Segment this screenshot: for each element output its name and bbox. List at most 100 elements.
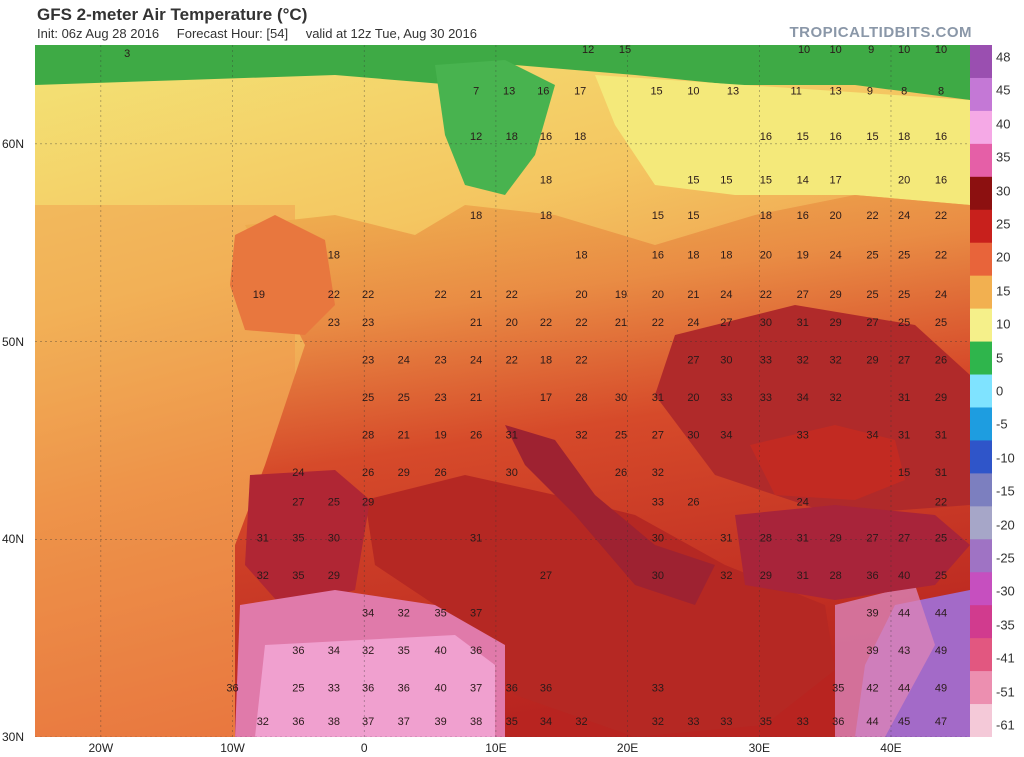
temperature-value: 33 <box>797 716 809 728</box>
temperature-value: 24 <box>830 250 842 262</box>
temperature-value: 25 <box>398 392 410 404</box>
latitude-label: 50N <box>2 334 25 349</box>
latitude-label: 30N <box>2 730 25 744</box>
temperature-value: 36 <box>540 683 552 695</box>
temperature-value: 10 <box>687 85 699 97</box>
temperature-value: 20 <box>652 289 664 301</box>
temperature-value: 39 <box>866 645 878 657</box>
temperature-value: 31 <box>898 392 910 404</box>
temperature-value: 31 <box>506 429 518 441</box>
temperature-value: 18 <box>328 250 340 262</box>
temperature-value: 35 <box>434 607 446 619</box>
temperature-value: 35 <box>292 532 304 544</box>
temperature-value: 36 <box>506 683 518 695</box>
temperature-value: 33 <box>687 716 699 728</box>
temperature-value: 10 <box>898 45 910 56</box>
temperature-value: 44 <box>935 607 947 619</box>
temperature-value: 30 <box>652 570 664 582</box>
temperature-value: 36 <box>292 645 304 657</box>
temperature-value: 27 <box>866 532 878 544</box>
temperature-value: 31 <box>720 532 732 544</box>
temperature-value: 16 <box>540 131 552 143</box>
temperature-value: 22 <box>935 497 947 509</box>
latitude-label: 40N <box>2 532 25 547</box>
temperature-value: 19 <box>615 289 627 301</box>
temperature-map: 3 12 15 10 10 9 10 10 7 13 16 17 15 10 13 11 13 9 8 8 12 18 16… <box>35 45 970 737</box>
temperature-value: 39 <box>434 716 446 728</box>
temperature-value: 18 <box>470 210 482 222</box>
temperature-value: 36 <box>292 716 304 728</box>
temperature-value: 26 <box>362 467 374 479</box>
temperature-value: 36 <box>832 716 844 728</box>
colorbar-label: 15 <box>996 283 1011 299</box>
colorbar-segment <box>970 374 992 408</box>
temperature-value: 15 <box>650 85 662 97</box>
temperature-value: 9 <box>868 45 874 56</box>
colorbar-label: -41 <box>996 650 1015 666</box>
temperature-value: 29 <box>328 570 340 582</box>
temperature-value: 32 <box>257 570 269 582</box>
colorbar-segment <box>970 45 992 79</box>
colorbar-label: -15 <box>996 483 1015 499</box>
temperature-value: 28 <box>362 429 374 441</box>
iberia-land <box>245 470 370 610</box>
temperature-value: 15 <box>760 174 772 186</box>
colorbar-label: 40 <box>996 116 1011 132</box>
colorbar-segment <box>970 572 992 606</box>
colorbar-segment <box>970 638 992 672</box>
temperature-value: 33 <box>760 392 772 404</box>
temperature-value: 15 <box>898 467 910 479</box>
temperature-value: 23 <box>434 354 446 366</box>
colorbar-label: -5 <box>996 416 1008 432</box>
temperature-value: 32 <box>362 645 374 657</box>
temperature-value: 45 <box>898 716 910 728</box>
temperature-value: 25 <box>898 250 910 262</box>
colorbar-segment <box>970 473 992 507</box>
temperature-value: 44 <box>898 607 910 619</box>
longitude-label: 20W <box>88 741 114 755</box>
temperature-value: 15 <box>797 131 809 143</box>
temperature-value: 18 <box>760 210 772 222</box>
colorbar-label: 48 <box>996 49 1011 65</box>
temperature-value: 21 <box>470 289 482 301</box>
temperature-value: 32 <box>575 716 587 728</box>
temperature-value: 24 <box>398 354 410 366</box>
temperature-value: 15 <box>687 210 699 222</box>
longitude-label: 30E <box>748 741 770 755</box>
colorbar-label: -35 <box>996 617 1015 633</box>
temperature-value: 26 <box>434 467 446 479</box>
temperature-value: 22 <box>575 317 587 329</box>
colorbar-label: -61 <box>996 717 1015 733</box>
temperature-value: 29 <box>398 467 410 479</box>
temperature-value: 27 <box>540 570 552 582</box>
colorbar-segment <box>970 308 992 343</box>
colorbar-label: 0 <box>996 383 1004 399</box>
temperature-value: 34 <box>720 429 732 441</box>
temperature-value: 23 <box>434 392 446 404</box>
temperature-value: 13 <box>830 85 842 97</box>
temperature-value: 22 <box>652 317 664 329</box>
temperature-value: 36 <box>398 683 410 695</box>
temperature-value: 29 <box>935 392 947 404</box>
temperature-value: 24 <box>720 289 732 301</box>
temperature-value: 32 <box>797 354 809 366</box>
temperature-value: 34 <box>328 645 340 657</box>
longitude-label: 20E <box>616 741 639 755</box>
temperature-value: 26 <box>615 467 627 479</box>
longitude-label: 10W <box>220 741 245 755</box>
temperature-value: 16 <box>935 131 947 143</box>
temperature-value: 33 <box>652 683 664 695</box>
temperature-value: 29 <box>830 317 842 329</box>
temperature-value: 29 <box>760 570 772 582</box>
temperature-value: 22 <box>866 210 878 222</box>
temperature-value: 31 <box>797 570 809 582</box>
temperature-value: 17 <box>540 392 552 404</box>
colorbar-segment <box>970 209 992 244</box>
temperature-value: 21 <box>398 429 410 441</box>
greece-italy-land <box>505 425 715 605</box>
temperature-value: 31 <box>935 429 947 441</box>
mediterranean-sea <box>365 475 835 737</box>
temperature-value: 22 <box>434 289 446 301</box>
temperature-value: 22 <box>540 317 552 329</box>
forecast-hour: Forecast Hour: [54] <box>176 26 289 41</box>
